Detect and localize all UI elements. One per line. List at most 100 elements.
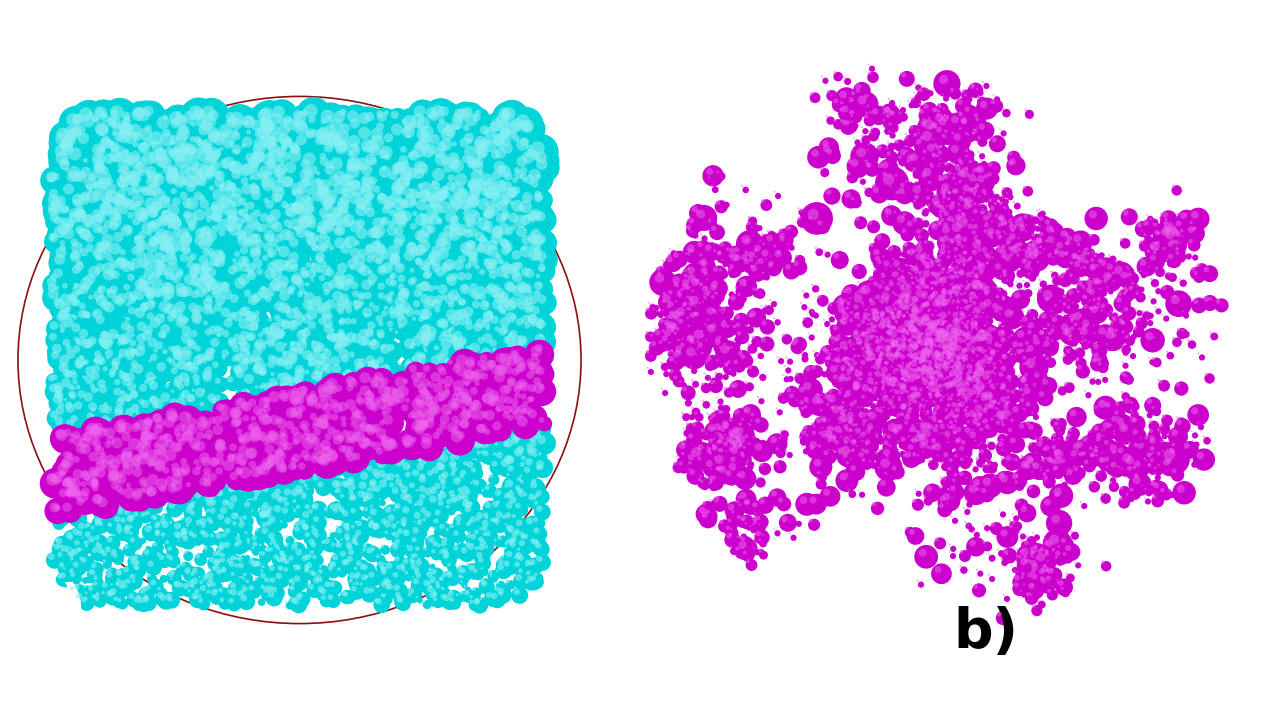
Point xyxy=(430,386,451,397)
Point xyxy=(974,186,995,197)
Point xyxy=(904,156,924,168)
Point xyxy=(721,501,741,513)
Point xyxy=(451,521,471,533)
Point xyxy=(846,148,867,160)
Point xyxy=(509,590,530,601)
Point xyxy=(948,230,969,242)
Point xyxy=(849,410,869,421)
Point xyxy=(721,435,741,446)
Point xyxy=(988,403,1009,415)
Point xyxy=(945,295,965,307)
Point xyxy=(945,337,965,348)
Point xyxy=(924,397,945,408)
Point xyxy=(1128,458,1148,469)
Point xyxy=(438,350,458,361)
Point xyxy=(410,180,430,192)
Point xyxy=(764,487,785,499)
Point xyxy=(829,441,850,452)
Point xyxy=(701,413,722,424)
Point xyxy=(531,386,552,397)
Point xyxy=(1152,464,1172,475)
Point xyxy=(67,429,87,441)
Point xyxy=(840,425,860,436)
Point xyxy=(207,487,228,498)
Point xyxy=(882,397,902,408)
Point xyxy=(708,436,728,448)
Point xyxy=(375,566,396,577)
Point xyxy=(170,580,191,591)
Point xyxy=(526,497,547,508)
Point xyxy=(928,344,948,356)
Point xyxy=(41,173,61,184)
Point xyxy=(806,212,827,224)
Point xyxy=(1051,577,1071,589)
Point xyxy=(389,457,410,469)
Point xyxy=(745,258,765,270)
Point xyxy=(908,336,928,348)
Point xyxy=(384,520,404,531)
Point xyxy=(922,160,942,171)
Point xyxy=(1018,460,1038,472)
Point xyxy=(65,386,86,397)
Point xyxy=(940,276,960,287)
Point xyxy=(442,500,462,511)
Point xyxy=(970,154,991,166)
Point xyxy=(346,438,366,449)
Point xyxy=(461,596,481,608)
Point xyxy=(689,453,709,464)
Point xyxy=(502,189,522,200)
Point xyxy=(948,147,969,158)
Point xyxy=(883,424,904,436)
Point xyxy=(310,135,330,146)
Point xyxy=(333,304,353,315)
Point xyxy=(453,564,474,576)
Point xyxy=(515,491,535,503)
Point xyxy=(902,435,923,446)
Point xyxy=(163,292,183,303)
Point xyxy=(420,273,440,284)
Point xyxy=(1142,432,1162,444)
Point xyxy=(506,132,526,144)
Point xyxy=(306,303,326,315)
Point xyxy=(1103,267,1124,279)
Point xyxy=(257,120,278,132)
Point xyxy=(151,148,172,159)
Point xyxy=(436,541,457,553)
Point xyxy=(279,600,300,611)
Point xyxy=(900,300,920,312)
Point xyxy=(472,146,493,158)
Point xyxy=(915,351,936,362)
Point xyxy=(911,203,932,215)
Point xyxy=(406,467,426,479)
Point xyxy=(995,417,1015,428)
Point xyxy=(904,312,924,324)
Point xyxy=(655,387,676,399)
Point xyxy=(355,364,375,376)
Point xyxy=(323,539,343,550)
Point xyxy=(119,117,140,128)
Point xyxy=(301,536,321,547)
Point xyxy=(136,508,156,519)
Point xyxy=(503,534,524,545)
Point xyxy=(56,204,77,215)
Point xyxy=(663,291,684,302)
Point xyxy=(934,158,955,169)
Point xyxy=(842,107,863,118)
Point xyxy=(495,111,516,122)
Point xyxy=(471,534,492,545)
Point xyxy=(109,577,129,588)
Point xyxy=(474,223,494,235)
Point xyxy=(1036,577,1056,588)
Point xyxy=(961,81,982,92)
Point xyxy=(88,509,109,521)
Point xyxy=(518,440,539,451)
Point xyxy=(292,312,312,324)
Point xyxy=(348,372,369,384)
Point xyxy=(481,181,502,192)
Point xyxy=(234,467,255,478)
Point xyxy=(302,563,323,575)
Point xyxy=(365,145,385,156)
Point xyxy=(859,278,879,289)
Point xyxy=(425,464,445,476)
Point xyxy=(143,294,164,306)
